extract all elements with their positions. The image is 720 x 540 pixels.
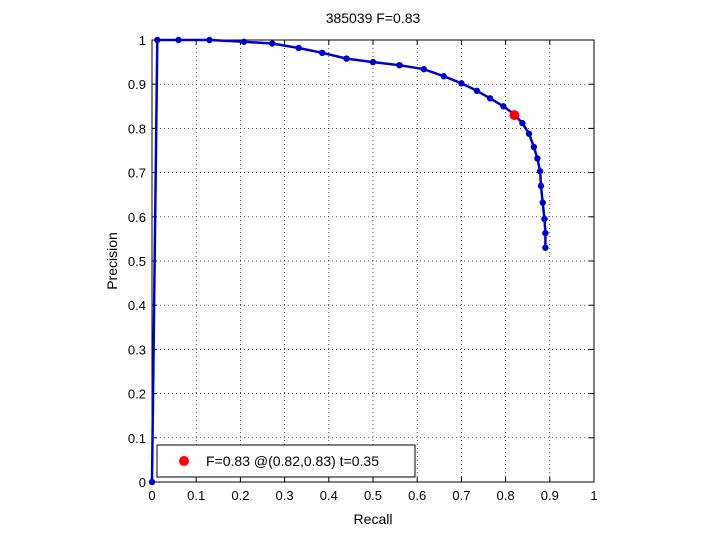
pr-curve-point bbox=[269, 40, 276, 47]
pr-curve-point bbox=[154, 36, 161, 44]
pr-curve-point bbox=[537, 182, 545, 190]
y-tick-label: 0.6 bbox=[128, 210, 146, 225]
y-tick-label: 0.8 bbox=[128, 121, 146, 136]
legend-marker bbox=[179, 456, 189, 466]
pr-curve-point bbox=[420, 65, 428, 73]
pr-curve-point bbox=[318, 49, 326, 57]
pr-curve-point bbox=[500, 103, 507, 110]
grid-layer bbox=[152, 40, 594, 482]
pr-curve-point bbox=[473, 87, 481, 95]
pr-curve-point bbox=[240, 38, 248, 45]
y-tick-label: 0.7 bbox=[128, 166, 146, 181]
pr-curve-point bbox=[536, 168, 544, 175]
y-tick-label: 0.4 bbox=[128, 298, 146, 313]
x-tick-label: 0.1 bbox=[187, 488, 205, 503]
ticks-layer: 0 0.1 0.2 0.3 0.4 0.5 0.6 0.7 0.8 0.9 1 0 0.1 0.2 0.3 0… bbox=[128, 33, 598, 503]
x-tick-label: 0 bbox=[148, 488, 155, 503]
pr-curve-point bbox=[519, 119, 526, 127]
x-tick-label: 0.9 bbox=[541, 488, 559, 503]
x-axis-title: Recall bbox=[354, 511, 393, 527]
pr-curve-line bbox=[150, 38, 547, 483]
legend: F=0.83 @(0.82,0.83) t=0.35 bbox=[156, 444, 416, 478]
y-tick-label: 0 bbox=[139, 475, 146, 490]
y-tick-label: 1 bbox=[139, 33, 146, 48]
x-tick-label: 1 bbox=[590, 488, 597, 503]
legend-label: F=0.83 @(0.82,0.83) t=0.35 bbox=[206, 453, 379, 469]
series-layer bbox=[148, 36, 549, 486]
x-tick-label: 0.8 bbox=[497, 488, 515, 503]
x-tick-label: 0.4 bbox=[320, 488, 338, 503]
x-tick-label: 0.5 bbox=[364, 488, 382, 503]
pr-curve-point bbox=[206, 36, 213, 44]
legend-box bbox=[156, 444, 416, 478]
pr-curve-point bbox=[369, 58, 377, 66]
chart-title: 385039 F=0.83 bbox=[326, 10, 421, 26]
y-tick-label: 0.5 bbox=[128, 254, 146, 269]
pr-curve-point bbox=[343, 55, 350, 62]
pr-curve-point bbox=[175, 36, 182, 44]
pr-curve-point bbox=[530, 143, 538, 151]
y-tick-label: 0.9 bbox=[128, 77, 146, 92]
pr-curve-point bbox=[542, 244, 549, 251]
x-tick-label: 0.6 bbox=[408, 488, 426, 503]
pr-curve-point bbox=[396, 61, 403, 69]
pr-curve-point bbox=[525, 130, 533, 137]
y-tick-label: 0.2 bbox=[128, 387, 146, 402]
pr-curve-point bbox=[295, 44, 302, 52]
pr-curve-point bbox=[440, 73, 447, 80]
pr-curve-point bbox=[486, 95, 494, 102]
y-tick-label: 0.3 bbox=[128, 342, 146, 357]
pr-curve-point bbox=[458, 80, 465, 87]
pr-curve-point bbox=[534, 155, 541, 162]
y-axis-title: Precision bbox=[104, 232, 120, 290]
x-tick-label: 0.3 bbox=[276, 488, 294, 503]
pr-curve-point bbox=[539, 199, 546, 206]
pr-curve-point bbox=[148, 478, 156, 486]
x-tick-label: 0.7 bbox=[452, 488, 470, 503]
pr-curve-point bbox=[542, 229, 549, 237]
pr-curve-point bbox=[541, 215, 548, 223]
best-f-point bbox=[509, 110, 520, 121]
y-tick-label: 0.1 bbox=[128, 431, 146, 446]
x-tick-label: 0.2 bbox=[231, 488, 249, 503]
